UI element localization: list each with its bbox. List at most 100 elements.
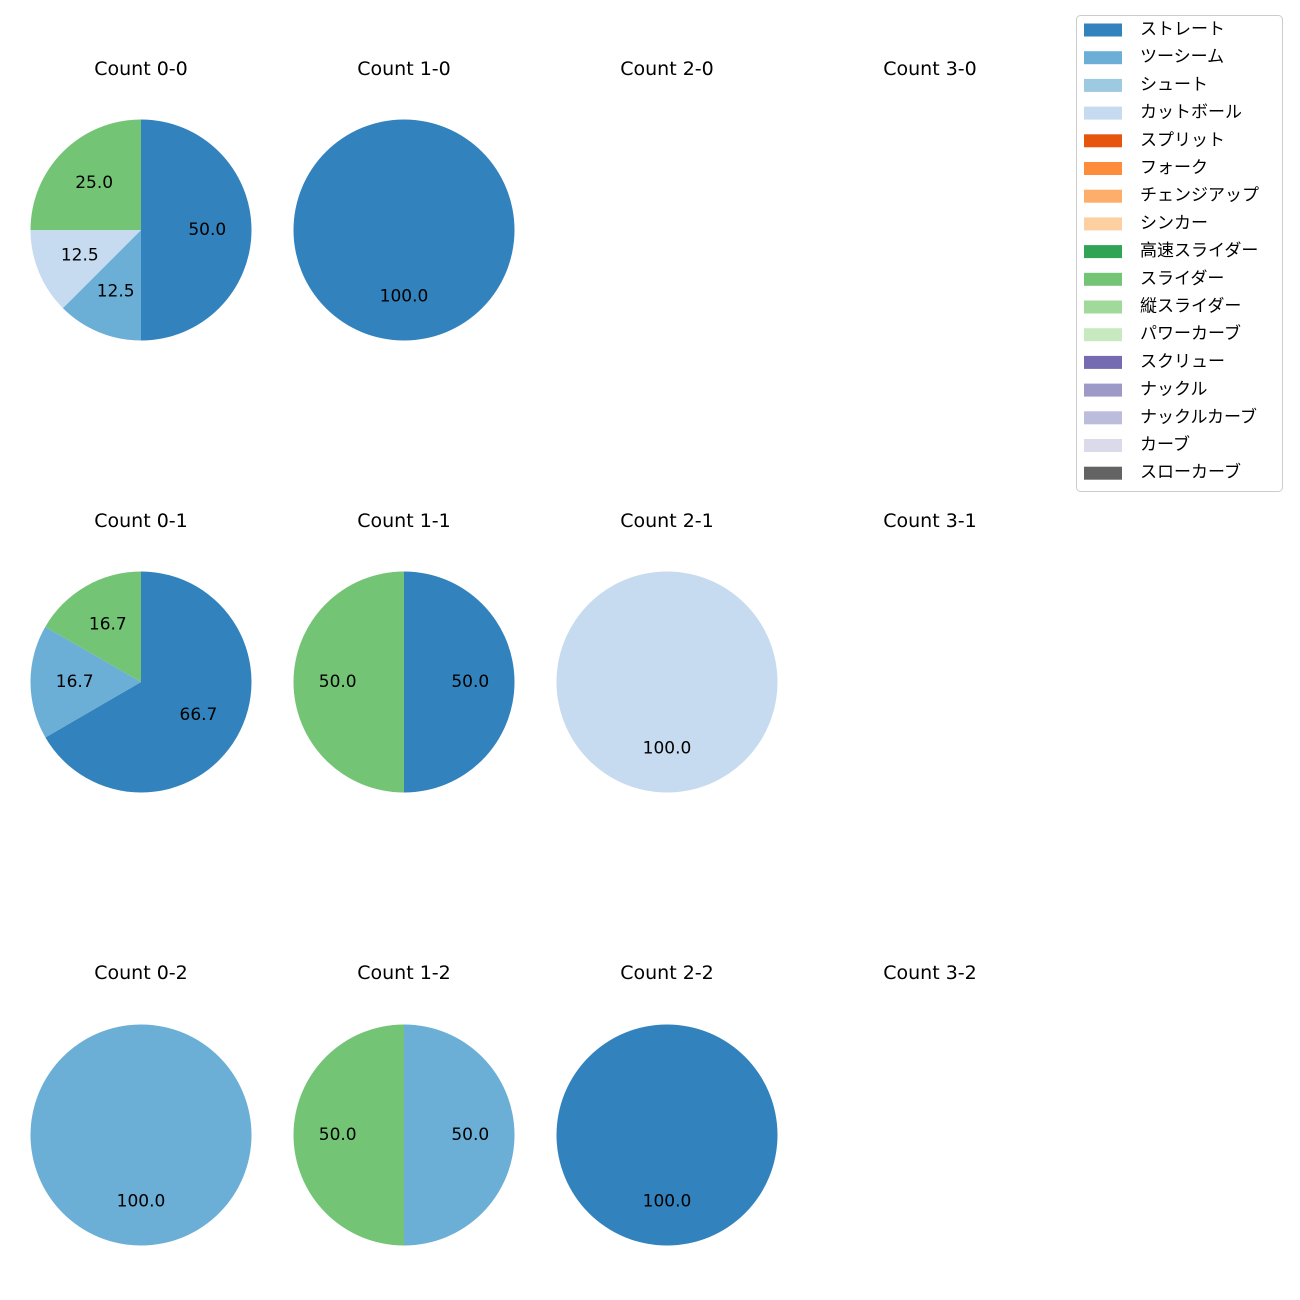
pie-panel: Count 2-0: [620, 58, 714, 80]
pie-slice-label: 50.0: [451, 672, 489, 692]
legend-swatch: [1084, 272, 1122, 286]
pie-slice-label: 50.0: [319, 1125, 357, 1145]
pie-title: Count 3-2: [883, 962, 977, 984]
pie-title: Count 3-1: [883, 510, 977, 532]
legend-item: ストレート: [1084, 20, 1225, 40]
pie-slice-label: 50.0: [319, 672, 357, 692]
legend-swatch: [1084, 300, 1122, 314]
legend-swatch: [1084, 383, 1122, 397]
legend-item: チェンジアップ: [1084, 186, 1259, 206]
pie-panel: Count 3-1: [883, 510, 977, 532]
pie-panel: Count 1-0 100.0: [293, 58, 515, 341]
pie-slice-label: 12.5: [97, 281, 135, 301]
pie-panel: Count 0-1 66.7 16.7 16.7: [30, 510, 252, 793]
legend-label: パワーカーブ: [1140, 323, 1241, 344]
legend-item: カーブ: [1084, 434, 1190, 455]
pie-slice: [45, 571, 252, 793]
legend-swatch: [1084, 78, 1122, 92]
legend-item: ナックルカーブ: [1084, 406, 1257, 427]
pie-slice-label: 50.0: [451, 1125, 489, 1145]
pie-slice-label: 12.5: [61, 245, 99, 265]
legend-swatch: [1084, 162, 1122, 175]
pie-title: Count 1-0: [357, 58, 451, 80]
legend-label: ツーシーム: [1140, 47, 1224, 67]
legend-label: ストレート: [1140, 20, 1225, 40]
legend-item: 高速スライダー: [1084, 241, 1258, 261]
legend-label: ナックル: [1140, 380, 1208, 400]
legend-swatch: [1084, 411, 1122, 425]
legend-swatch: [1084, 439, 1122, 452]
legend-item: パワーカーブ: [1084, 323, 1241, 344]
pie-title: Count 1-2: [357, 962, 451, 984]
legend-item: スプリット: [1084, 130, 1225, 150]
pie-panel: Count 1-1 50.0 50.0: [293, 510, 515, 793]
pie-title: Count 2-0: [620, 58, 714, 80]
legend-item: シュート: [1084, 75, 1208, 95]
legend-label: シュート: [1140, 75, 1208, 95]
legend-swatch: [1084, 23, 1122, 37]
pie-slice-label: 100.0: [643, 1191, 692, 1211]
pie-slice: [45, 571, 141, 682]
legend-item: スライダー: [1084, 269, 1224, 289]
pie-slice: [293, 119, 515, 341]
pie-slice-label: 25.0: [75, 173, 113, 193]
pie-slice: [293, 571, 404, 793]
legend-swatch: [1084, 328, 1122, 342]
pie-title: Count 0-1: [94, 510, 188, 532]
legend-item: ナックル: [1084, 380, 1208, 400]
legend-swatch: [1084, 189, 1122, 203]
legend-swatch: [1084, 106, 1122, 120]
legend-swatch: [1084, 134, 1122, 148]
pie-panel: Count 0-2 100.0: [30, 962, 252, 1246]
pie-slice-label: 16.7: [56, 672, 94, 692]
pie-slice: [293, 1024, 404, 1246]
legend-swatch: [1084, 51, 1122, 65]
legend-label: シンカー: [1140, 213, 1208, 233]
legend-item: 縦スライダー: [1084, 297, 1241, 317]
pie-title: Count 2-1: [620, 510, 714, 532]
legend-item: ツーシーム: [1084, 47, 1224, 67]
legend-swatch: [1084, 245, 1122, 259]
legend: ストレートツーシームシュートカットボールスプリットフォークチェンジアップシンカー…: [1076, 15, 1283, 492]
legend-label: カットボール: [1140, 103, 1242, 123]
pie-title: Count 2-2: [620, 962, 714, 984]
pie-slice-label: 100.0: [380, 286, 429, 306]
pie-panel: Count 2-1 100.0: [556, 510, 778, 793]
legend-label: スクリュー: [1140, 352, 1225, 372]
pie-slice: [30, 230, 141, 309]
legend-label: フォーク: [1140, 158, 1208, 178]
legend-item: フォーク: [1084, 158, 1208, 178]
pie-slice-label: 100.0: [643, 738, 692, 758]
pie-slice: [404, 1024, 515, 1246]
pie-slice-label: 50.0: [188, 220, 226, 240]
pie-panel: Count 2-2 100.0: [556, 962, 778, 1246]
legend-item: シンカー: [1084, 213, 1208, 233]
legend-label: スローカーブ: [1140, 462, 1241, 483]
legend-item: カットボール: [1084, 103, 1242, 123]
pie-slice: [30, 119, 141, 230]
pie-slice: [556, 1024, 778, 1246]
legend-swatch: [1084, 217, 1122, 231]
pie-slice: [62, 230, 141, 341]
pie-title: Count 0-0: [94, 58, 188, 80]
legend-label: スプリット: [1140, 130, 1225, 150]
legend-frame: [1076, 15, 1283, 492]
pie-title: Count 0-2: [94, 962, 188, 984]
pie-slice-label: 16.7: [89, 615, 127, 635]
pie-slice: [141, 119, 252, 341]
pie-panel: Count 0-0 50.0 12.5 12.5 25.0: [30, 58, 252, 341]
legend-label: 高速スライダー: [1140, 241, 1258, 261]
pie-title: Count 1-1: [357, 510, 451, 532]
legend-label: 縦スライダー: [1140, 297, 1241, 317]
legend-label: スライダー: [1140, 269, 1224, 289]
pie-slice-label: 100.0: [117, 1191, 166, 1211]
legend-item: スローカーブ: [1084, 462, 1241, 483]
pie-slice: [556, 571, 778, 793]
legend-swatch: [1084, 355, 1122, 369]
pie-slice: [404, 571, 515, 793]
legend-label: ナックルカーブ: [1140, 406, 1257, 427]
pie-panel: Count 3-2: [883, 962, 977, 984]
legend-item: スクリュー: [1084, 352, 1225, 372]
